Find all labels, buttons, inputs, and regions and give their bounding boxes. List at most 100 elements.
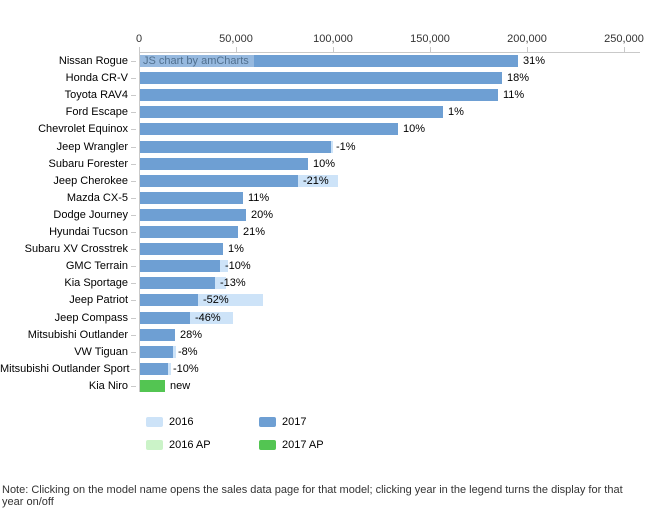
model-name-link[interactable]: Chevrolet Equinox: [38, 123, 128, 135]
value-change-label: new: [170, 380, 191, 392]
model-name-link[interactable]: Jeep Compass: [54, 312, 128, 324]
category-tick-mark: [131, 181, 136, 182]
legend-label: 2017 AP: [282, 439, 324, 451]
legend-marker: [146, 417, 163, 427]
x-axis-tick-label: 150,000: [410, 33, 450, 45]
bar-2017: [140, 312, 190, 324]
x-axis-tick-mark: [236, 47, 237, 52]
value-change-label: -21%: [303, 175, 329, 187]
model-name-link[interactable]: Ford Escape: [65, 106, 128, 118]
category-tick-mark: [131, 266, 136, 267]
bar-2017: [140, 346, 173, 358]
bar-2017: [140, 260, 220, 272]
bar-2017: [140, 89, 498, 101]
model-name-link[interactable]: Kia Sportage: [64, 277, 128, 289]
bar-2017: [140, 226, 238, 238]
category-tick-mark: [131, 300, 136, 301]
category-tick-mark: [131, 232, 136, 233]
category-tick-mark: [131, 147, 136, 148]
value-change-label: 31%: [523, 55, 546, 67]
model-name-link[interactable]: Jeep Wrangler: [56, 141, 128, 153]
category-tick-mark: [131, 335, 136, 336]
value-change-label: -1%: [336, 141, 356, 153]
bar-2017: [140, 209, 246, 221]
category-tick-mark: [131, 249, 136, 250]
model-name-link[interactable]: Hyundai Tucson: [49, 226, 128, 238]
model-name-link[interactable]: Subaru XV Crosstrek: [24, 243, 128, 255]
amcharts-watermark[interactable]: JS chart by amCharts: [140, 55, 254, 67]
bar-2017: [140, 55, 518, 67]
bar-2017: [140, 243, 223, 255]
category-tick-mark: [131, 129, 136, 130]
x-axis-tick-mark: [527, 47, 528, 52]
value-change-label: -8%: [178, 346, 198, 358]
model-name-link[interactable]: Mitsubishi Outlander: [27, 329, 128, 341]
x-axis-tick-mark: [139, 47, 140, 52]
category-tick-mark: [131, 112, 136, 113]
value-change-label: -10%: [225, 260, 251, 272]
value-change-label: 10%: [403, 123, 426, 135]
x-axis-tick-label: 0: [135, 33, 143, 45]
model-name-link[interactable]: Jeep Cherokee: [53, 175, 128, 187]
value-change-label: 28%: [180, 329, 203, 341]
y-axis-line: [139, 52, 140, 392]
bar-2017: [140, 294, 198, 306]
model-name-link[interactable]: VW Tiguan: [74, 346, 128, 358]
model-name-link[interactable]: GMC Terrain: [65, 260, 128, 272]
value-change-label: 18%: [507, 72, 530, 84]
value-change-label: -46%: [195, 312, 221, 324]
bar-2017: [140, 141, 331, 153]
bar-2017-ap: [140, 380, 165, 392]
category-tick-mark: [131, 283, 136, 284]
model-name-link[interactable]: Subaru Forester: [48, 158, 128, 170]
legend-marker: [146, 440, 163, 450]
value-change-label: 1%: [228, 243, 244, 255]
x-axis-tick-mark: [333, 47, 334, 52]
value-change-label: 11%: [503, 89, 525, 101]
category-tick-mark: [131, 95, 136, 96]
bar-2017: [140, 72, 502, 84]
bar-2017: [140, 123, 398, 135]
legend-label: 2017: [282, 416, 307, 428]
x-axis-tick-mark: [430, 47, 431, 52]
category-tick-mark: [131, 61, 136, 62]
bar-2017: [140, 106, 443, 118]
x-axis-tick-mark: [624, 47, 625, 52]
value-change-label: -10%: [173, 363, 199, 375]
model-name-link[interactable]: Nissan Rogue: [58, 55, 128, 67]
model-name-link[interactable]: Kia Niro: [88, 380, 128, 392]
legend-label: 2016: [169, 416, 194, 428]
category-tick-mark: [131, 78, 136, 79]
legend-label: 2016 AP: [169, 439, 211, 451]
x-axis-tick-label: 100,000: [313, 33, 353, 45]
value-change-label: -13%: [220, 277, 246, 289]
value-change-label: 20%: [251, 209, 274, 221]
category-tick-mark: [131, 318, 136, 319]
bar-2017: [140, 175, 298, 187]
category-tick-mark: [131, 215, 136, 216]
category-tick-mark: [131, 386, 136, 387]
category-tick-mark: [131, 369, 136, 370]
model-name-link[interactable]: Mazda CX-5: [66, 192, 128, 204]
model-name-link[interactable]: Mitsubishi Outlander Sport: [0, 363, 130, 375]
bar-2017: [140, 329, 175, 341]
category-tick-mark: [131, 198, 136, 199]
model-name-link[interactable]: Toyota RAV4: [64, 89, 128, 101]
value-change-label: -52%: [203, 294, 229, 306]
bar-2017: [140, 277, 215, 289]
model-name-link[interactable]: Jeep Patriot: [69, 294, 128, 306]
model-name-link[interactable]: Honda CR-V: [65, 72, 128, 84]
bar-2017: [140, 192, 243, 204]
value-change-label: 10%: [313, 158, 336, 170]
x-axis-line: [139, 52, 640, 53]
model-name-link[interactable]: Dodge Journey: [53, 209, 128, 221]
legend-marker: [259, 417, 276, 427]
value-change-label: 1%: [448, 106, 464, 118]
x-axis-tick-label: 250,000: [604, 33, 644, 45]
category-tick-mark: [131, 164, 136, 165]
bar-2017: [140, 363, 168, 375]
category-tick-mark: [131, 352, 136, 353]
x-axis-tick-label: 50,000: [219, 33, 253, 45]
footnote: Note: Clicking on the model name opens t…: [2, 484, 623, 508]
